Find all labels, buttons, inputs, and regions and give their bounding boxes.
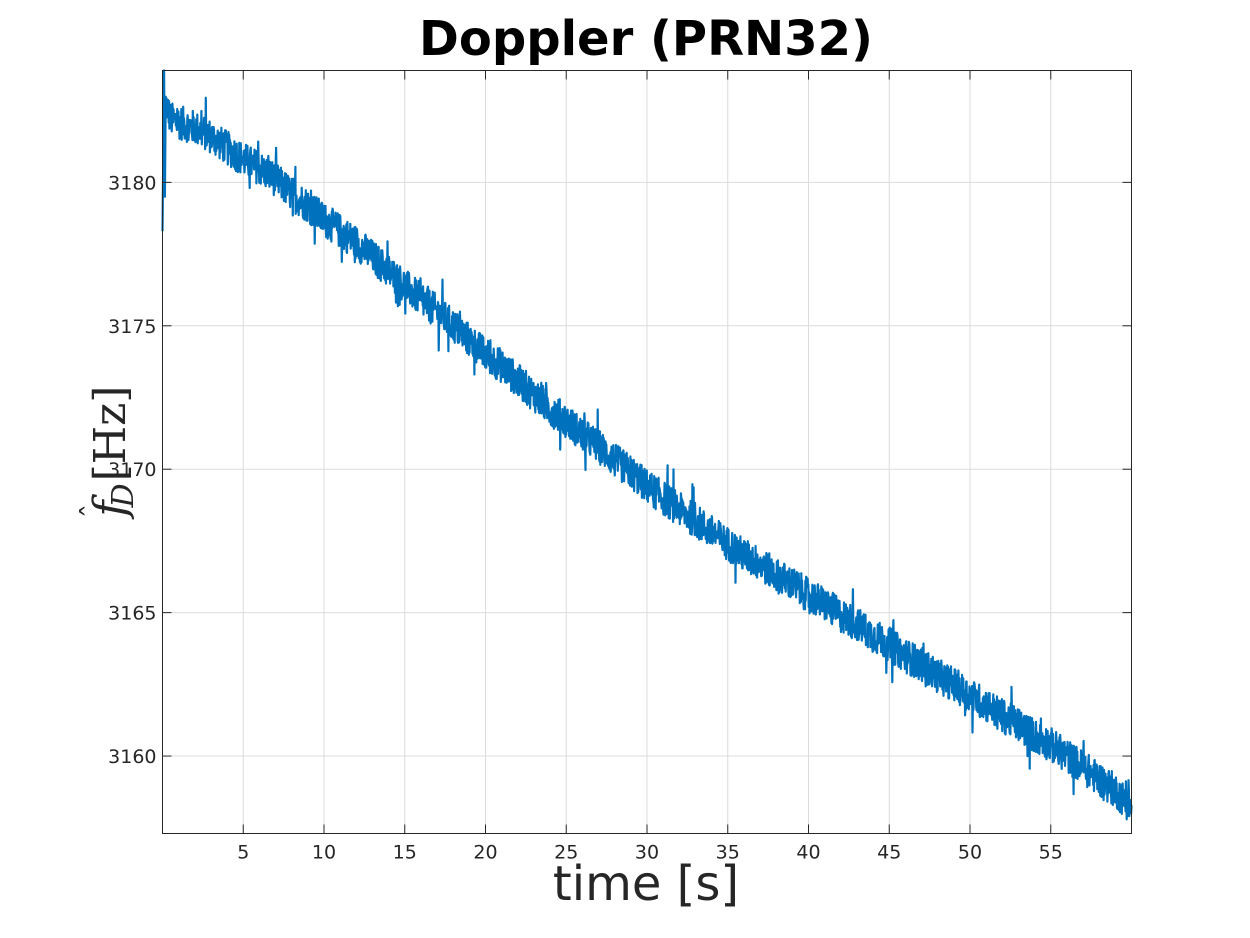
x-tick-label: 25 bbox=[554, 842, 578, 864]
y-tick-label: 3165 bbox=[108, 603, 156, 625]
x-axis-label: time [s] bbox=[553, 856, 739, 912]
y-tick-label: 3180 bbox=[108, 172, 156, 194]
x-tick-label: 5 bbox=[237, 842, 249, 864]
y-tick-label: 3175 bbox=[108, 316, 156, 338]
x-tick-label: 35 bbox=[716, 842, 740, 864]
x-tick-label: 55 bbox=[1039, 842, 1063, 864]
y-axis-label-unit: [Hz] bbox=[85, 386, 136, 482]
doppler-series-line bbox=[161, 69, 1133, 821]
y-axis-label-hat: ˆ bbox=[76, 503, 111, 518]
x-tick-label: 15 bbox=[393, 842, 417, 864]
y-axis-label-subscript: D bbox=[106, 483, 141, 508]
chart-title: Doppler (PRN32) bbox=[419, 11, 873, 67]
x-tick-label: 20 bbox=[473, 842, 497, 864]
x-tick-label: 10 bbox=[312, 842, 336, 864]
tick-marks bbox=[162, 70, 1132, 834]
y-tick-label: 3170 bbox=[108, 459, 156, 481]
x-tick-label: 40 bbox=[796, 842, 820, 864]
y-tick-label: 3160 bbox=[108, 746, 156, 768]
data-series-layer bbox=[161, 69, 1133, 821]
x-tick-label: 50 bbox=[958, 842, 982, 864]
x-tick-label: 30 bbox=[635, 842, 659, 864]
x-tick-labels: 5 10 15 20 25 30 35 40 45 50 55 bbox=[237, 842, 1063, 864]
x-tick-label: 45 bbox=[877, 842, 901, 864]
svg-text:fˆD[Hz]: fˆD[Hz] bbox=[76, 386, 141, 520]
y-tick-labels: 3160 3165 3170 3175 3180 bbox=[108, 172, 156, 768]
y-axis-label: fˆD[Hz] bbox=[76, 386, 141, 520]
